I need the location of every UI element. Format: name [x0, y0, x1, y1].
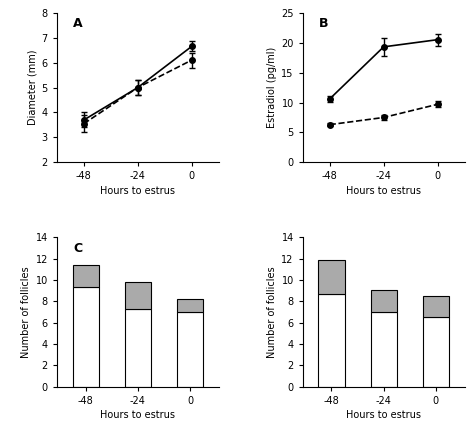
Bar — [371, 312, 397, 387]
Text: B: B — [319, 17, 328, 30]
Bar — [319, 294, 345, 387]
X-axis label: Hours to estrus: Hours to estrus — [100, 186, 175, 196]
X-axis label: Hours to estrus: Hours to estrus — [346, 186, 421, 196]
Y-axis label: Diameter (mm): Diameter (mm) — [27, 50, 37, 125]
Bar — [73, 265, 99, 287]
Bar — [73, 287, 99, 387]
Bar — [125, 309, 151, 387]
Bar — [423, 317, 449, 387]
Bar — [423, 296, 449, 317]
Bar — [319, 260, 345, 294]
Y-axis label: Estradiol (pg/ml): Estradiol (pg/ml) — [267, 47, 277, 128]
Bar — [125, 282, 151, 309]
Bar — [371, 289, 397, 312]
Text: C: C — [73, 242, 82, 255]
X-axis label: Hours to estrus: Hours to estrus — [100, 410, 175, 420]
Bar — [177, 299, 203, 312]
Bar — [177, 312, 203, 387]
Y-axis label: Number of follicles: Number of follicles — [21, 266, 31, 358]
Text: A: A — [73, 17, 82, 30]
X-axis label: Hours to estrus: Hours to estrus — [346, 410, 421, 420]
Y-axis label: Number of follicles: Number of follicles — [267, 266, 277, 358]
